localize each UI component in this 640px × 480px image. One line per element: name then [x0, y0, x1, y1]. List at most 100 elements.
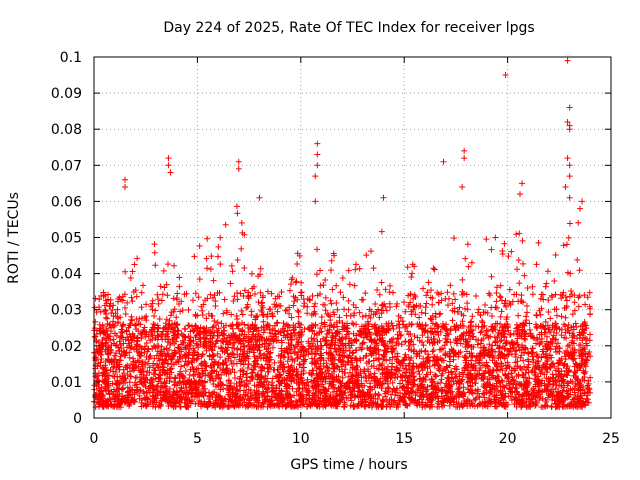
- data-point: [272, 303, 279, 310]
- data-point: [122, 311, 129, 318]
- data-point: [482, 302, 489, 309]
- data-point: [484, 309, 491, 316]
- data-point: [419, 285, 426, 292]
- data-point: [421, 348, 428, 355]
- data-point: [406, 321, 413, 328]
- data-point: [459, 402, 466, 409]
- data-point: [207, 266, 214, 273]
- data-point: [271, 301, 278, 308]
- data-point: [152, 392, 159, 399]
- data-point: [327, 297, 334, 304]
- data-point: [110, 336, 117, 343]
- data-point: [545, 297, 552, 304]
- data-point: [446, 362, 453, 369]
- data-point: [566, 342, 573, 349]
- data-point: [143, 339, 150, 346]
- data-point: [192, 290, 199, 297]
- data-point: [197, 324, 204, 331]
- data-point: [119, 323, 126, 330]
- data-point: [360, 296, 367, 303]
- data-point: [378, 279, 385, 286]
- data-point: [497, 313, 504, 320]
- data-point: [312, 300, 319, 307]
- data-point: [587, 310, 594, 317]
- data-point: [173, 296, 180, 303]
- data-point: [576, 293, 583, 300]
- data-point: [468, 259, 475, 266]
- data-point: [241, 265, 248, 272]
- data-point: [411, 347, 418, 354]
- data-point: [322, 277, 329, 284]
- data-point: [296, 320, 303, 327]
- data-point: [203, 315, 210, 322]
- data-point: [157, 283, 164, 290]
- data-point: [109, 306, 116, 313]
- data-point: [260, 354, 267, 361]
- data-point: [195, 294, 202, 301]
- data-point: [477, 329, 484, 336]
- data-point: [378, 385, 385, 392]
- data-point: [176, 378, 183, 385]
- data-point: [148, 303, 155, 310]
- data-point: [479, 390, 486, 397]
- data-point: [508, 397, 515, 404]
- data-point: [282, 307, 289, 314]
- data-point: [278, 288, 285, 295]
- data-point: [567, 270, 574, 277]
- data-point: [393, 342, 400, 349]
- data-point: [544, 268, 551, 275]
- data-point: [250, 349, 257, 356]
- data-point: [408, 308, 415, 315]
- data-point: [424, 383, 431, 390]
- data-point: [430, 346, 437, 353]
- data-point: [116, 348, 123, 355]
- data-point: [207, 291, 214, 298]
- data-point: [168, 309, 175, 316]
- data-point: [122, 304, 129, 311]
- data-point: [429, 320, 436, 327]
- data-point: [545, 309, 552, 316]
- data-point: [428, 316, 435, 323]
- data-point: [446, 402, 453, 409]
- data-point: [160, 267, 167, 274]
- data-point: [98, 292, 105, 299]
- data-point: [147, 352, 154, 359]
- data-point: [291, 298, 298, 305]
- data-point: [336, 366, 343, 373]
- data-point: [182, 352, 189, 359]
- data-point: [348, 397, 355, 404]
- data-point: [340, 294, 347, 301]
- data-point: [167, 312, 174, 319]
- data-point: [288, 362, 295, 369]
- data-point: [234, 322, 241, 329]
- data-point: [145, 360, 152, 367]
- data-point: [192, 385, 199, 392]
- data-point: [563, 303, 570, 310]
- data-point: [294, 307, 301, 314]
- data-point: [304, 303, 311, 310]
- data-point: [565, 234, 572, 241]
- data-point: [234, 296, 241, 303]
- data-point: [229, 268, 236, 275]
- data-point: [150, 320, 157, 327]
- data-point: [341, 370, 348, 377]
- data-point: [390, 326, 397, 333]
- data-point: [269, 344, 276, 351]
- data-point: [561, 334, 568, 341]
- data-point: [165, 403, 172, 410]
- data-point: [178, 363, 185, 370]
- data-point: [378, 228, 385, 235]
- data-point: [488, 273, 495, 280]
- data-point: [455, 349, 462, 356]
- data-point: [283, 385, 290, 392]
- data-point: [317, 390, 324, 397]
- data-point: [572, 360, 579, 367]
- data-point: [133, 293, 140, 300]
- data-point: [359, 401, 366, 408]
- data-point: [248, 366, 255, 373]
- data-point: [151, 249, 158, 256]
- data-point: [139, 396, 146, 403]
- data-point: [424, 289, 431, 296]
- data-point: [412, 311, 419, 318]
- data-point: [181, 325, 188, 332]
